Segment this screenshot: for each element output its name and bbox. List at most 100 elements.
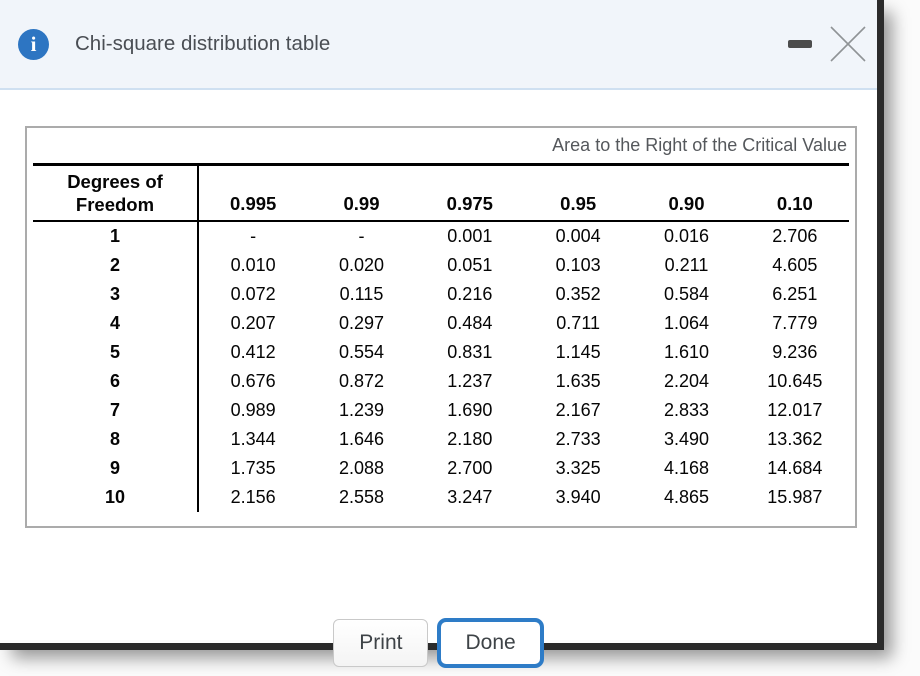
table-row: 4 0.207 0.297 0.484 0.711 1.064 7.779 bbox=[33, 309, 849, 338]
table-cell: 14.684 bbox=[767, 458, 823, 478]
dof-cell: 3 bbox=[33, 280, 199, 309]
table-row: 1 - - 0.001 0.004 0.016 2.706 bbox=[33, 222, 849, 251]
chi-square-dialog: i Chi-square distribution table Area to … bbox=[0, 0, 884, 668]
close-button[interactable] bbox=[828, 24, 868, 64]
table-cell: 2.833 bbox=[663, 400, 710, 420]
dof-column-header: Degrees of Freedom bbox=[33, 166, 199, 220]
table-cell: 0.004 bbox=[555, 226, 601, 246]
dof-cell: 5 bbox=[33, 338, 199, 367]
table-cell: 2.558 bbox=[338, 487, 385, 507]
dialog-header: i Chi-square distribution table bbox=[0, 0, 877, 90]
dof-cell: 6 bbox=[33, 367, 199, 396]
table-cell: 0.297 bbox=[338, 313, 385, 333]
table-cell: 1.239 bbox=[338, 400, 385, 420]
table-cell: 3.940 bbox=[555, 487, 601, 507]
table-cell: 4.168 bbox=[663, 458, 710, 478]
table-body: 1 - - 0.001 0.004 0.016 2.706 2 0.010 0.020 0.0… bbox=[33, 222, 849, 512]
table-cell: 3.247 bbox=[447, 487, 493, 507]
column-header: 0.95 bbox=[560, 193, 597, 214]
info-icon: i bbox=[18, 28, 49, 60]
table-cell: - bbox=[358, 226, 365, 246]
table-row: 7 0.989 1.239 1.690 2.167 2.833 12.017 bbox=[33, 396, 849, 425]
table-cell: 0.484 bbox=[447, 313, 493, 333]
table-row: 3 0.072 0.115 0.216 0.352 0.584 6.251 bbox=[33, 280, 849, 309]
table-cell: 1.690 bbox=[447, 400, 493, 420]
table-cell: 2.167 bbox=[555, 400, 601, 420]
table-cell: 0.711 bbox=[556, 313, 601, 333]
table-cell: 4.865 bbox=[663, 487, 710, 507]
table-row: 8 1.344 1.646 2.180 2.733 3.490 13.362 bbox=[33, 425, 849, 454]
table-cell: 3.490 bbox=[663, 429, 710, 449]
table-cell: 0.001 bbox=[447, 226, 493, 246]
window-controls bbox=[788, 24, 868, 64]
table-cell: 0.051 bbox=[447, 255, 493, 275]
dof-cell: 4 bbox=[33, 309, 199, 338]
table-cell: 0.872 bbox=[338, 371, 385, 391]
dof-cell: 10 bbox=[33, 483, 199, 512]
table-cell: 1.646 bbox=[338, 429, 385, 449]
table-cell: 2.180 bbox=[447, 429, 493, 449]
table-cell: 2.156 bbox=[230, 487, 276, 507]
table-cell: 0.115 bbox=[339, 284, 384, 304]
table-cell: 0.216 bbox=[447, 284, 493, 304]
table-cell: 0.352 bbox=[555, 284, 601, 304]
table-cell: 0.020 bbox=[338, 255, 385, 275]
table-cell: 2.700 bbox=[447, 458, 493, 478]
table-cell: 2.088 bbox=[338, 458, 385, 478]
table-cell: 2.706 bbox=[772, 226, 818, 246]
dialog-actions: Print Done bbox=[0, 618, 877, 668]
table-cell: 0.211 bbox=[664, 255, 709, 275]
close-icon bbox=[830, 26, 866, 62]
table-cell: 0.016 bbox=[663, 226, 710, 246]
done-button[interactable]: Done bbox=[437, 618, 544, 668]
table-cell: 2.204 bbox=[663, 371, 710, 391]
area-right-label: Area to the Right of the Critical Value bbox=[552, 135, 847, 155]
table-cell: 0.072 bbox=[230, 284, 276, 304]
table-cell: 1.735 bbox=[230, 458, 276, 478]
table-cell: 7.779 bbox=[772, 313, 818, 333]
table-header-row: Degrees of Freedom 0.995 0.99 0.975 0.95… bbox=[33, 166, 849, 222]
table-cell: 1.237 bbox=[447, 371, 493, 391]
table-cell: 6.251 bbox=[772, 284, 818, 304]
column-header: 0.99 bbox=[343, 193, 380, 214]
dof-cell: 1 bbox=[33, 222, 199, 251]
dof-header-line1: Degrees of bbox=[67, 171, 163, 192]
table-cell: 9.236 bbox=[772, 342, 818, 362]
dialog-title: Chi-square distribution table bbox=[75, 32, 331, 55]
dof-cell: 2 bbox=[33, 251, 199, 280]
column-header: 0.90 bbox=[668, 193, 705, 214]
dialog-body: Area to the Right of the Critical Value … bbox=[0, 90, 877, 668]
table-cell: 0.676 bbox=[230, 371, 276, 391]
table-cell: 0.831 bbox=[447, 342, 493, 362]
table-cell: 0.412 bbox=[230, 342, 276, 362]
minimize-button[interactable] bbox=[788, 24, 812, 64]
column-header: 0.10 bbox=[776, 193, 813, 214]
table-cell: 0.989 bbox=[230, 400, 276, 420]
table-cell: 0.584 bbox=[663, 284, 710, 304]
table-grid: Degrees of Freedom 0.995 0.99 0.975 0.95… bbox=[33, 163, 849, 512]
table-cell: 10.645 bbox=[767, 371, 823, 391]
dof-cell: 9 bbox=[33, 454, 199, 483]
table-cell: 1.145 bbox=[555, 342, 601, 362]
minimize-icon bbox=[788, 40, 812, 48]
dof-cell: 7 bbox=[33, 396, 199, 425]
table-cell: 1.064 bbox=[663, 313, 710, 333]
print-button[interactable]: Print bbox=[333, 619, 429, 667]
table-row: 6 0.676 0.872 1.237 1.635 2.204 10.645 bbox=[33, 367, 849, 396]
table-cell: 0.554 bbox=[338, 342, 385, 362]
column-header: 0.975 bbox=[446, 193, 493, 214]
chi-square-table: Area to the Right of the Critical Value … bbox=[25, 126, 857, 528]
table-cell: 3.325 bbox=[555, 458, 601, 478]
table-cell: 12.017 bbox=[767, 400, 823, 420]
table-cell: 0.207 bbox=[230, 313, 276, 333]
table-row: 5 0.412 0.554 0.831 1.145 1.610 9.236 bbox=[33, 338, 849, 367]
dof-cell: 8 bbox=[33, 425, 199, 454]
table-cell: 1.344 bbox=[230, 429, 276, 449]
table-cell: 4.605 bbox=[772, 255, 818, 275]
table-row: 9 1.735 2.088 2.700 3.325 4.168 14.684 bbox=[33, 454, 849, 483]
dof-header-line2: Freedom bbox=[75, 194, 155, 215]
table-cell: 0.010 bbox=[230, 255, 276, 275]
table-row: 10 2.156 2.558 3.247 3.940 4.865 15.987 bbox=[33, 483, 849, 512]
table-cell: 13.362 bbox=[767, 429, 823, 449]
table-cell: 15.987 bbox=[767, 487, 823, 507]
